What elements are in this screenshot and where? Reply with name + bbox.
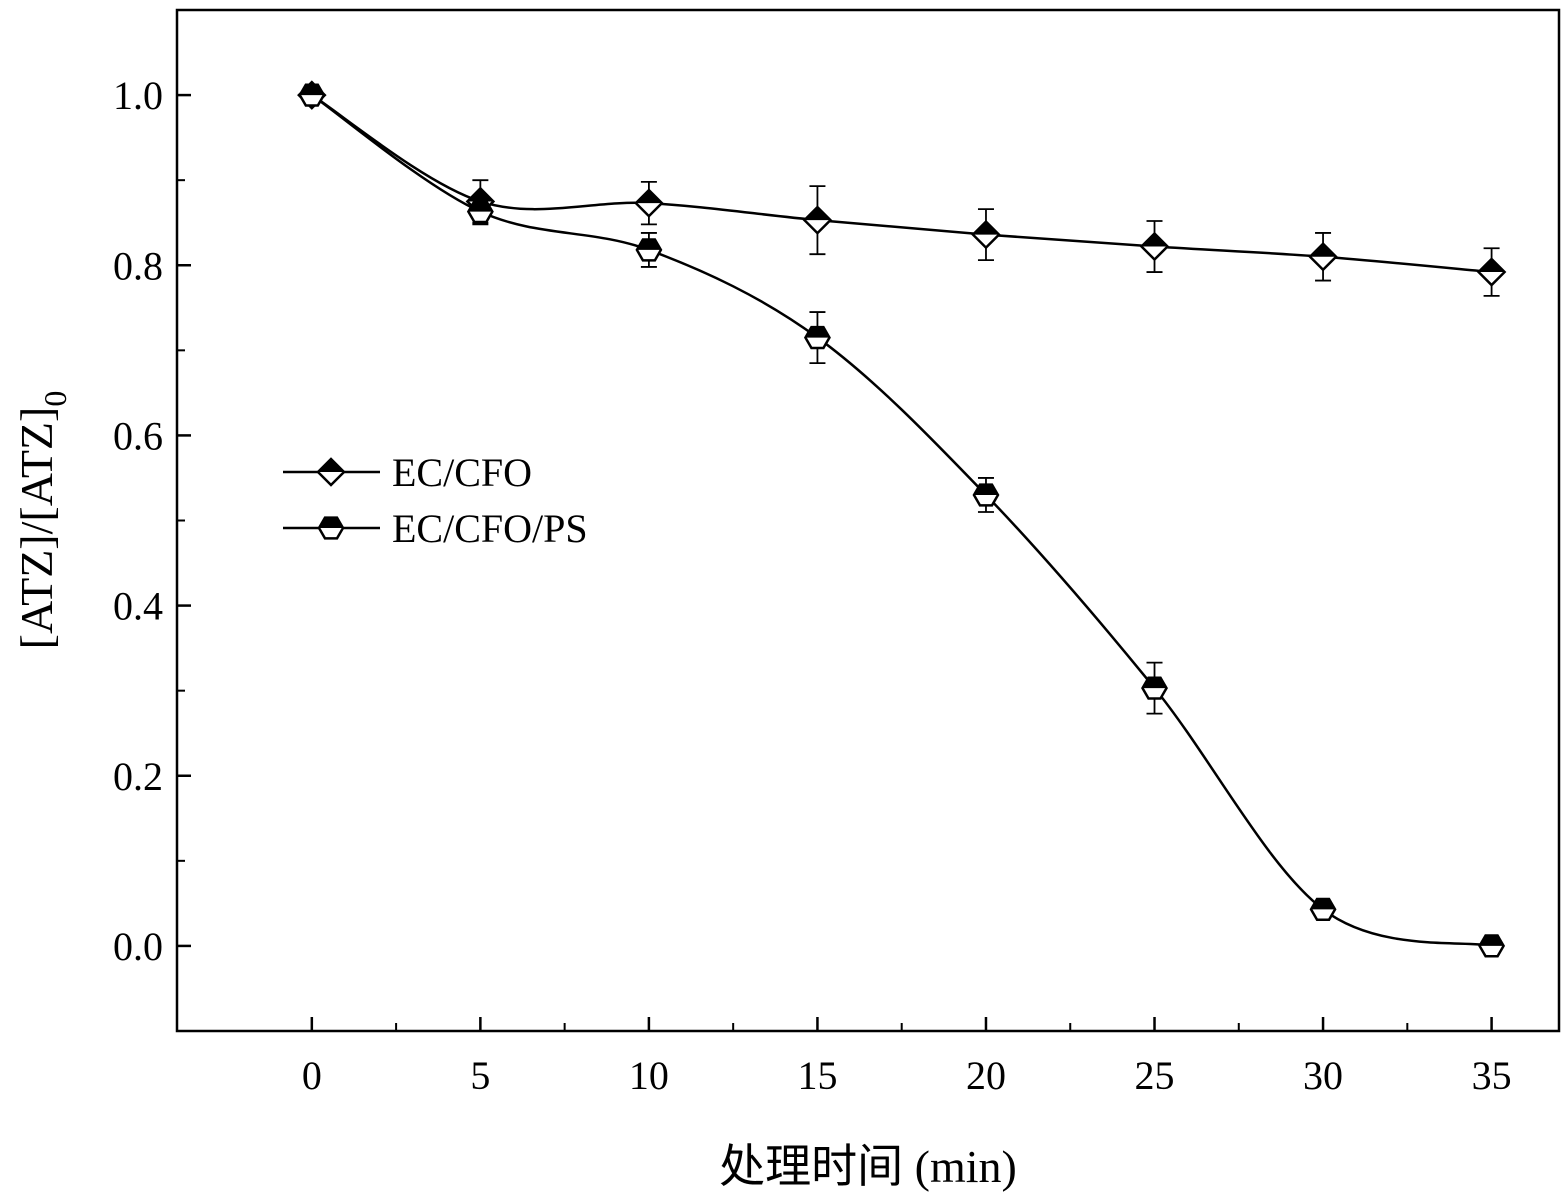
x-tick-label: 20 (966, 1053, 1006, 1098)
y-tick-label: 0.4 (113, 584, 163, 629)
marker-fill (1310, 243, 1337, 257)
y-tick-label: 0.6 (113, 413, 163, 458)
axis-ticks (177, 93, 1493, 1031)
series-line (311, 94, 1492, 274)
marker-fill (805, 327, 830, 338)
data-point (298, 83, 326, 107)
marker-fill (1478, 259, 1505, 273)
data-point (1478, 934, 1506, 958)
y-axis-title-main: [ATZ]/[ATZ] (11, 407, 62, 650)
x-axis-title: 处理时间 (min) (719, 1141, 1017, 1192)
data-point (803, 325, 831, 350)
marker-fill (973, 484, 998, 495)
y-tick-label: 0.0 (113, 924, 163, 969)
x-tick-label: 0 (302, 1053, 322, 1098)
legend-marker-diamond (316, 457, 346, 487)
data-point (634, 188, 664, 218)
data-point (1308, 241, 1338, 272)
marker-fill (804, 207, 831, 221)
marker-fill (468, 201, 493, 212)
marker-fill (1479, 935, 1504, 946)
legend-item-ec-cfo-ps: EC/CFO/PS (283, 506, 588, 551)
data-point (466, 200, 494, 224)
y-tick-label: 1.0 (113, 73, 163, 118)
series-ec-cfo-ps (298, 83, 1506, 958)
y-tick-label: 0.2 (113, 754, 163, 799)
legend: EC/CFO EC/CFO/PS (283, 450, 588, 551)
y-axis-title: [ATZ]/[ATZ]0 (11, 391, 73, 650)
data-point (971, 219, 1001, 250)
data-point (635, 238, 663, 262)
series-layer (297, 80, 1507, 958)
marker-fill (1141, 233, 1168, 247)
legend-item-ec-cfo: EC/CFO (283, 450, 532, 495)
data-point (1139, 231, 1170, 262)
axis-tick-labels: 0 5 10 15 20 25 30 35 0.0 0.2 0.4 0.6 0.8 1.0 (113, 73, 1512, 1098)
legend-marker-hexagon (317, 516, 345, 540)
data-point (1141, 676, 1168, 700)
series-line (311, 94, 1492, 948)
x-tick-label: 15 (797, 1053, 837, 1098)
series-ec-cfo (297, 80, 1507, 297)
marker-fill (1311, 898, 1336, 910)
legend-label-ec-cfo-ps: EC/CFO/PS (392, 506, 588, 551)
marker-fill (319, 517, 343, 528)
data-point (802, 205, 833, 235)
x-tick-label: 30 (1303, 1053, 1343, 1098)
x-tick-label: 25 (1135, 1053, 1175, 1098)
legend-label-ec-cfo: EC/CFO (392, 450, 532, 495)
y-tick-label: 0.8 (113, 243, 163, 288)
x-tick-label: 35 (1472, 1053, 1512, 1098)
plot-frame (175, 8, 1561, 1033)
marker-fill (1142, 677, 1167, 689)
data-point (1309, 897, 1337, 921)
legend-marker-shape (316, 457, 346, 487)
legend-marker-shape (317, 516, 345, 540)
data-point (972, 483, 1000, 507)
x-tick-label: 5 (470, 1053, 490, 1098)
data-point (1476, 257, 1507, 287)
svg-text:[ATZ]/[ATZ]0: [ATZ]/[ATZ]0 (11, 391, 73, 650)
marker-fill (635, 190, 662, 204)
marker-fill (299, 84, 324, 96)
marker-fill (636, 239, 661, 250)
marker-fill (972, 221, 999, 235)
marker-fill (318, 459, 344, 472)
x-tick-label: 10 (629, 1053, 669, 1098)
y-axis-title-subscript: 0 (37, 391, 73, 407)
